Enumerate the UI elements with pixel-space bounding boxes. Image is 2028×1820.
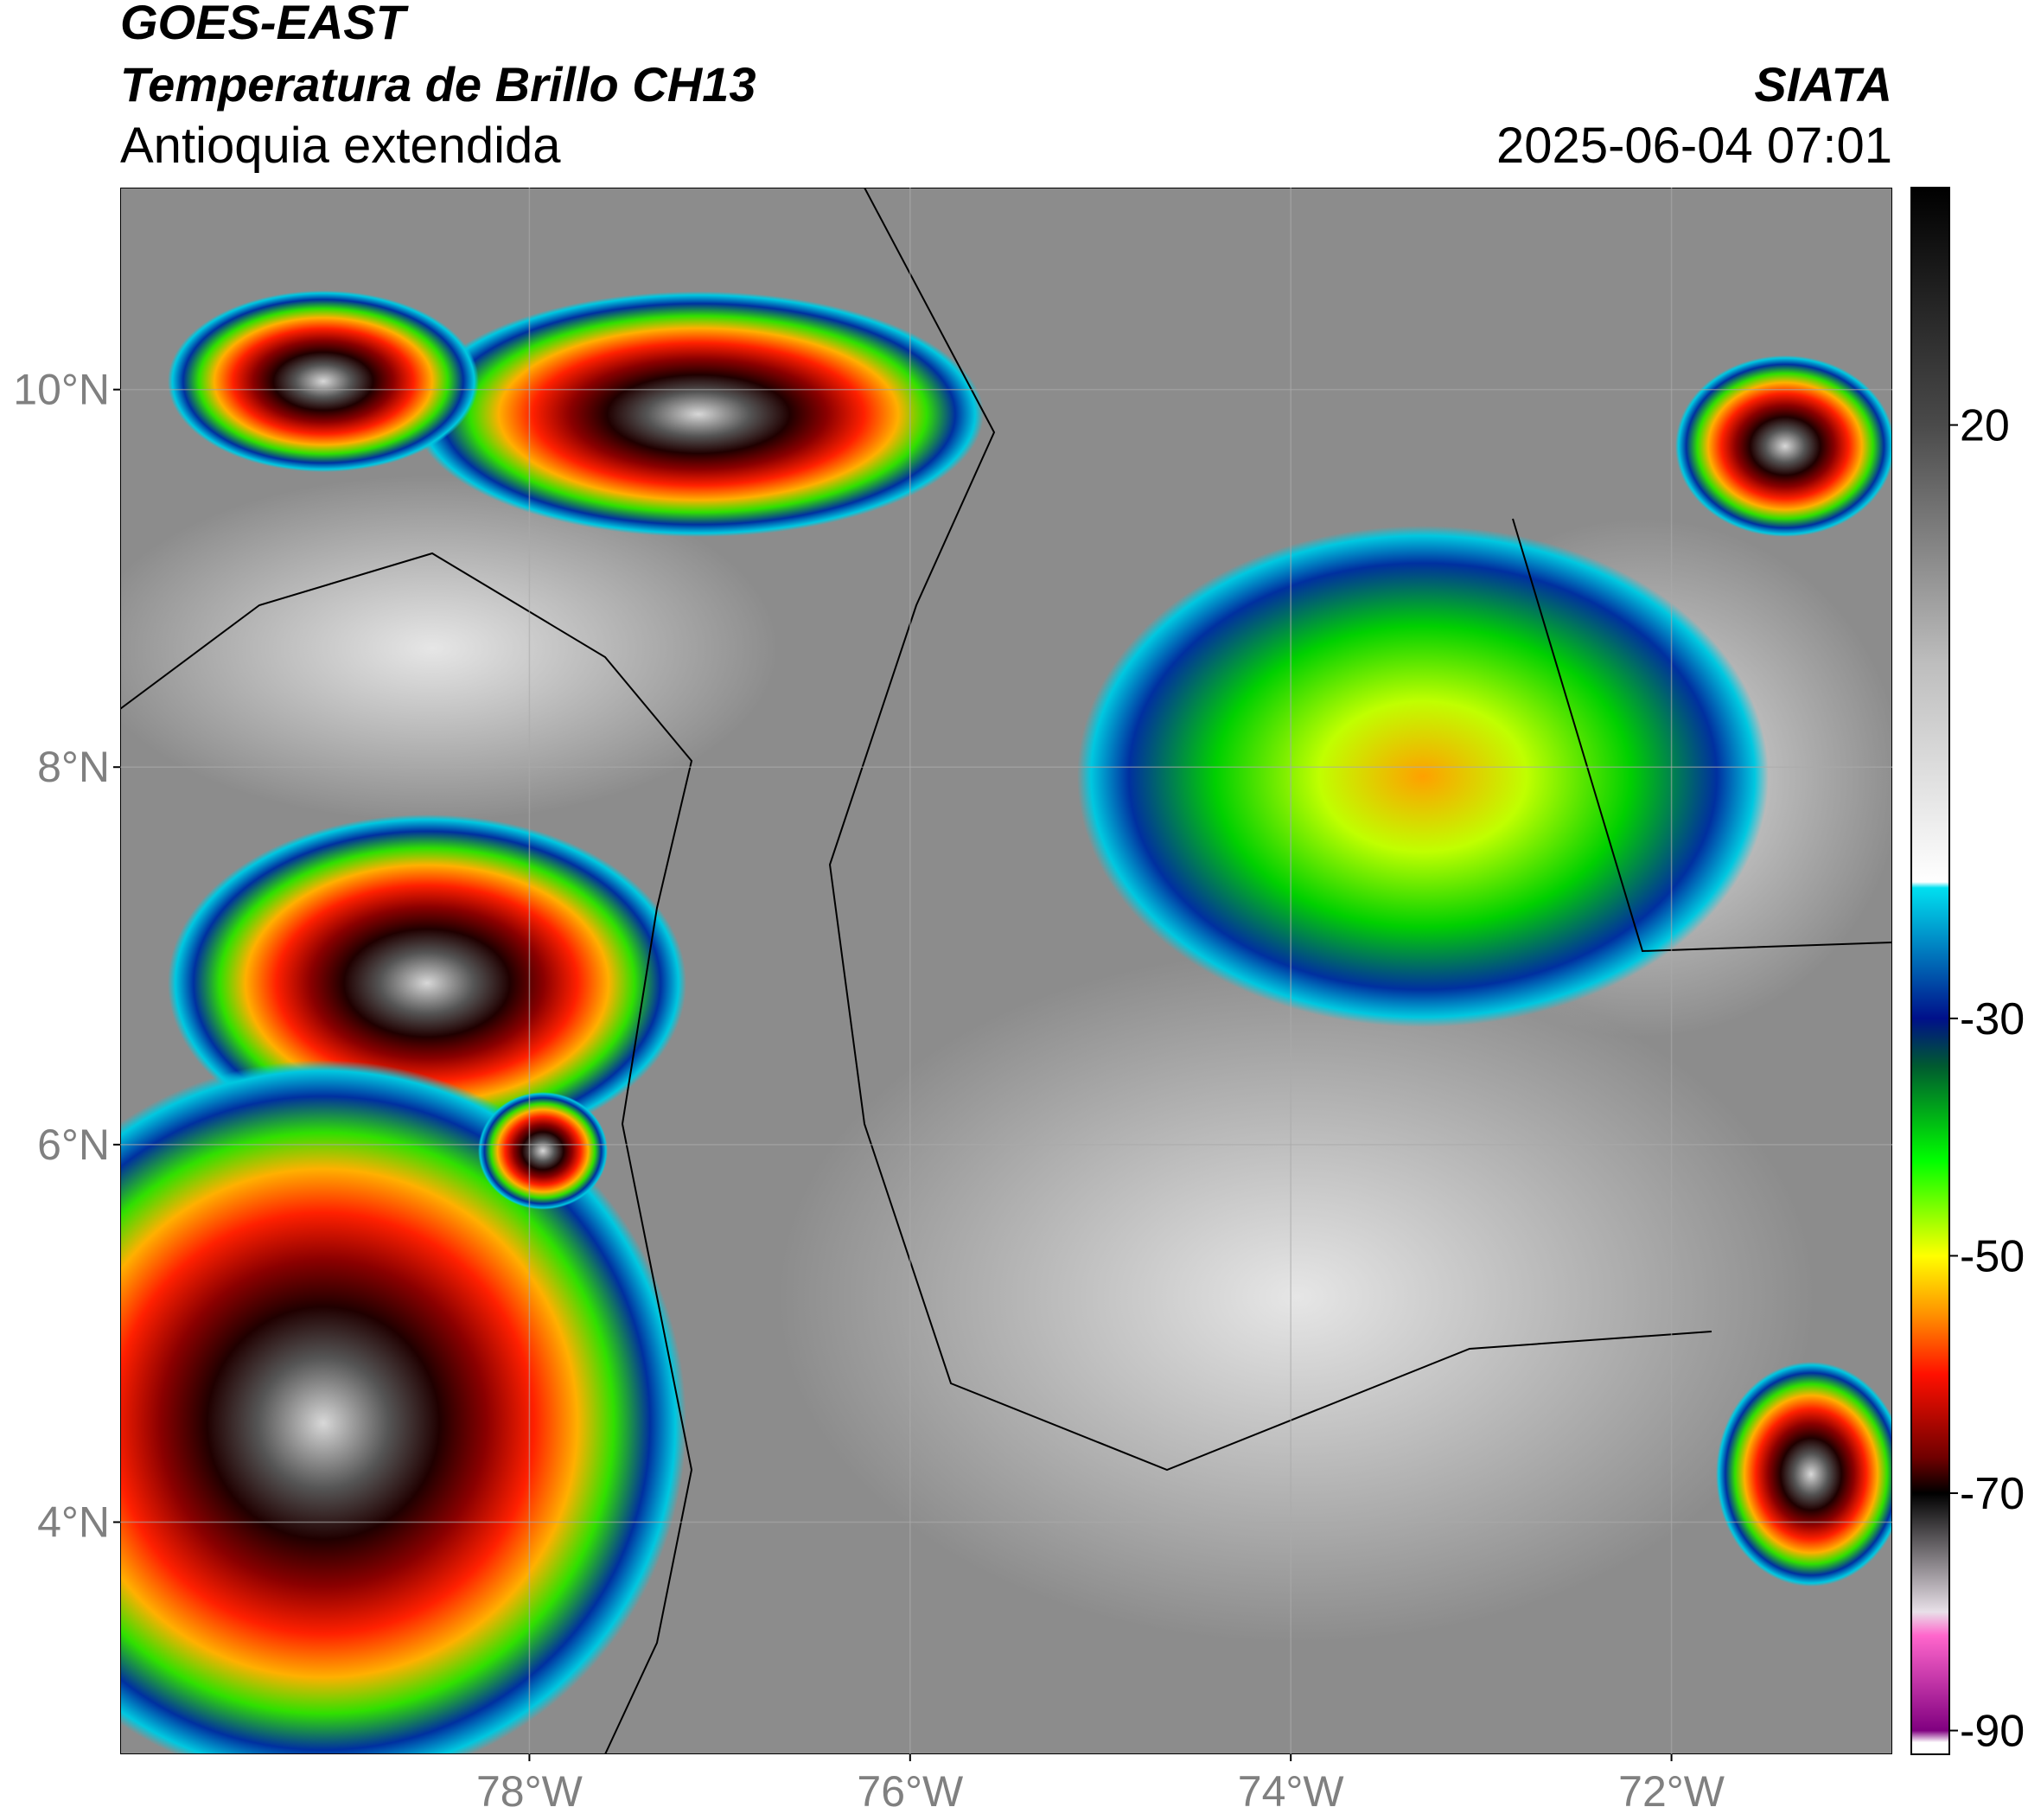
- lon-tick-label: 76°W: [857, 1767, 964, 1816]
- satellite-image: [120, 188, 1892, 1754]
- lat-tick-label: 10°N: [13, 366, 110, 414]
- product-title: Temperatura de Brillo CH13: [120, 57, 756, 112]
- colorbar: [1910, 187, 1950, 1755]
- colorbar-tick-label: 20: [1960, 401, 2010, 451]
- lon-tick-label: 78°W: [476, 1767, 584, 1816]
- colorbar-tick-label: -90: [1960, 1707, 2025, 1757]
- region-subtitle: Antioquia extendida: [120, 118, 561, 174]
- colorbar-tick-label: -50: [1960, 1231, 2025, 1281]
- lon-tick-label: 74°W: [1238, 1767, 1345, 1816]
- colorbar-tick-label: -70: [1960, 1469, 2025, 1519]
- datetime-label: 2025-06-04 07:01: [1496, 118, 1892, 174]
- lon-tick-label: 72°W: [1618, 1767, 1725, 1816]
- agency-label: SIATA: [1754, 57, 1892, 112]
- lat-tick-label: 8°N: [37, 743, 110, 791]
- satellite-title: GOES-EAST: [120, 0, 410, 49]
- lat-tick-label: 6°N: [37, 1121, 110, 1169]
- lat-tick-label: 4°N: [37, 1498, 110, 1546]
- colorbar-tick-label: -30: [1960, 994, 2025, 1044]
